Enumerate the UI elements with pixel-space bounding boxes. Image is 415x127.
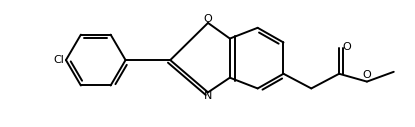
Text: O: O	[342, 42, 351, 52]
Text: O: O	[363, 70, 371, 80]
Text: Cl: Cl	[53, 55, 64, 65]
Text: N: N	[204, 91, 212, 101]
Text: O: O	[204, 14, 212, 24]
